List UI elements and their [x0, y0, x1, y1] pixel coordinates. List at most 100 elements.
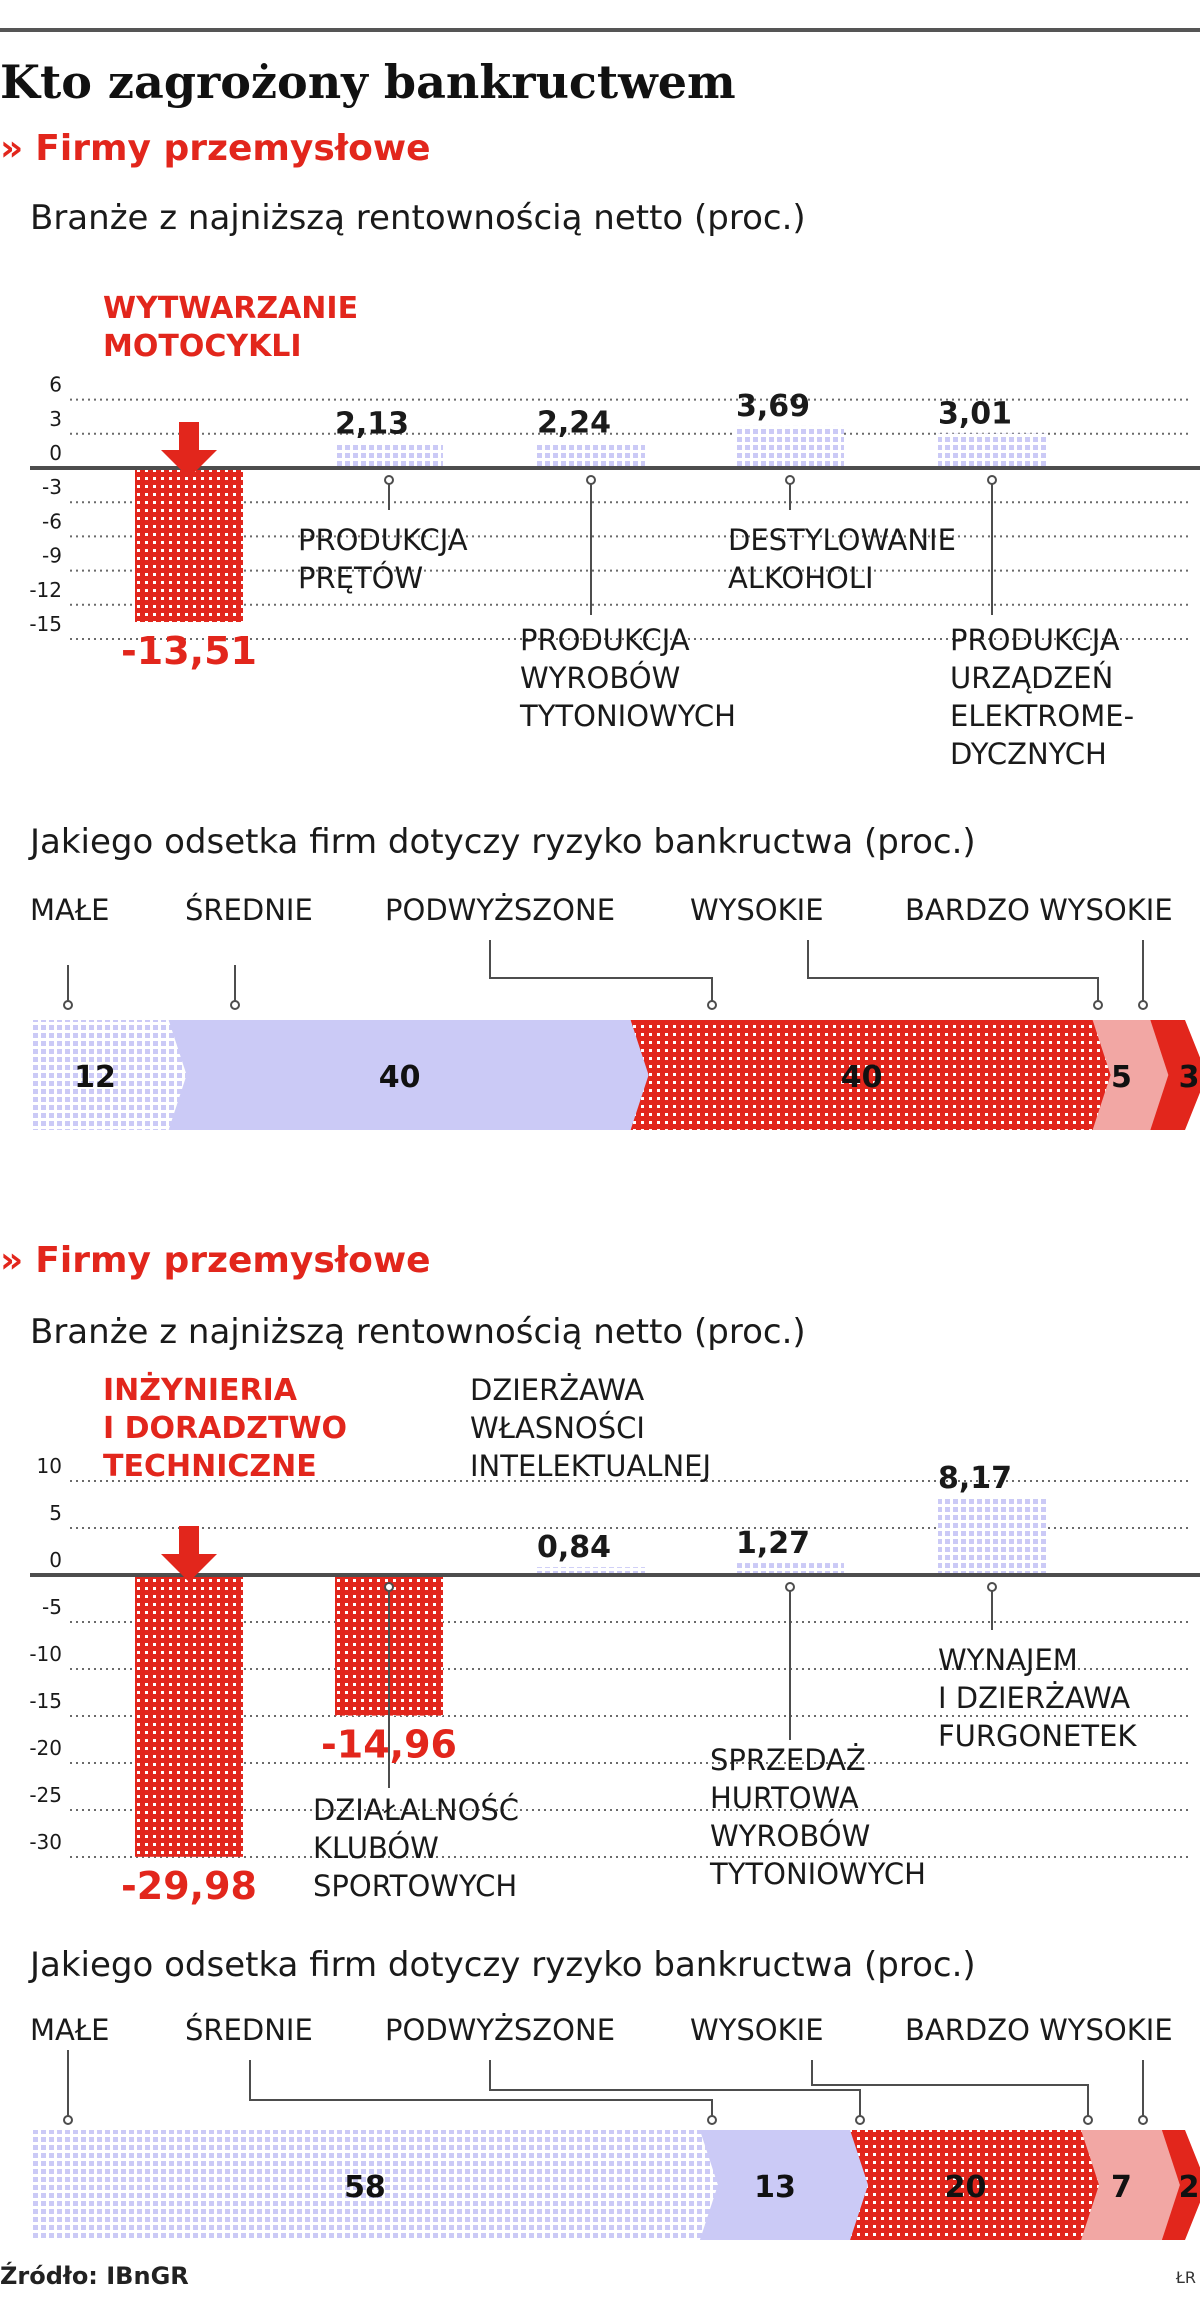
risk-category-label: WYSOKIE — [690, 2013, 824, 2047]
category-label: SPRZEDAŻ — [710, 1743, 866, 1777]
bar — [537, 442, 645, 468]
value-label: 2,13 — [335, 407, 409, 442]
y-tick-label: 6 — [49, 373, 62, 397]
category-label: INTELEKTUALNEJ — [470, 1449, 711, 1483]
category-label: FURGONETEK — [938, 1719, 1137, 1753]
profit-chart-1: 6 3 0 -3 -6 -9 -12 -15 -13,51 2,13 2,24 3,69 3,01 WYT… — [29, 291, 1200, 771]
risk-value-label: 3 — [1179, 1060, 1200, 1095]
category-label: WYROBÓW — [710, 1819, 870, 1853]
down-arrow-icon — [161, 422, 217, 478]
bar — [736, 425, 844, 468]
risk-chart-title-1: Jakiego odsetka firm dotyczy ryzyko bank… — [30, 822, 976, 862]
connector-dot — [1138, 1000, 1148, 1010]
down-arrow-icon — [161, 1526, 217, 1582]
y-tick-label: -10 — [29, 1642, 62, 1666]
category-label: PRODUKCJA — [520, 623, 690, 657]
y-tick-label: -15 — [29, 612, 62, 636]
category-label: DESTYLOWANIE — [728, 523, 956, 557]
value-label: -13,51 — [121, 629, 257, 673]
risk-value-label: 12 — [74, 1060, 116, 1095]
risk-segment — [168, 1020, 649, 1130]
risk-connector — [249, 2060, 713, 2120]
risk-value-label: 2 — [1179, 2170, 1200, 2205]
category-label: WYTWARZANIE — [103, 291, 358, 326]
connector-dot — [785, 475, 795, 485]
value-label: 1,27 — [736, 1526, 810, 1561]
risk-connector — [489, 2060, 861, 2120]
category-label: WYROBÓW — [520, 661, 680, 695]
top-rule — [0, 28, 1200, 32]
y-tick-label: -3 — [42, 475, 62, 499]
risk-segment — [630, 1020, 1111, 1130]
connector-dot — [987, 1582, 997, 1592]
bar — [938, 1498, 1046, 1575]
y-tick-label: -5 — [42, 1595, 62, 1619]
category-label: TYTONIOWYCH — [519, 699, 736, 733]
risk-chart-2: 58 13 20 7 2 MAŁE ŚREDNIE PODWYŻSZONE WYSOKIE BAR… — [30, 2013, 1200, 2240]
risk-value-label: 5 — [1111, 1060, 1132, 1095]
category-label: TECHNICZNE — [103, 1449, 317, 1484]
risk-value-label: 40 — [379, 1060, 421, 1095]
source-note: Źródło: IBnGR — [0, 2262, 189, 2290]
double-chevron-icon: » — [0, 1240, 24, 1281]
risk-segment — [1092, 1020, 1169, 1130]
connector-dot — [707, 2115, 717, 2125]
risk-segment — [30, 1020, 187, 1130]
connector-dot — [384, 1582, 394, 1592]
category-label: I DZIERŻAWA — [938, 1681, 1130, 1715]
connector-dot — [987, 475, 997, 485]
risk-value-label: 13 — [754, 2170, 796, 2205]
value-label: -29,98 — [121, 1864, 257, 1908]
risk-chart-title-2: Jakiego odsetka firm dotyczy ryzyko bank… — [30, 1945, 976, 1985]
risk-category-label: PODWYŻSZONE — [385, 893, 615, 927]
risk-connector — [811, 2060, 1089, 2120]
double-chevron-icon: » — [0, 128, 24, 169]
connector-dot — [1138, 2115, 1148, 2125]
connector-dot — [586, 475, 596, 485]
category-label: TYTONIOWYCH — [709, 1857, 926, 1891]
risk-value-label: 7 — [1111, 2170, 1132, 2205]
profit-chart-title-2: Branże z najniższą rentownością netto (p… — [30, 1312, 806, 1352]
value-label: 8,17 — [938, 1461, 1012, 1496]
risk-connector — [807, 940, 1099, 1005]
category-label: WŁASNOŚCI — [470, 1411, 645, 1445]
risk-category-label: BARDZO WYSOKIE — [905, 2013, 1173, 2047]
category-label: URZĄDZEŃ — [950, 661, 1113, 695]
category-label: HURTOWA — [710, 1781, 859, 1815]
connector-dot — [384, 475, 394, 485]
bar — [537, 1567, 645, 1575]
risk-category-label: WYSOKIE — [690, 893, 824, 927]
risk-category-label: MAŁE — [30, 2013, 109, 2047]
connector-dot — [785, 1582, 795, 1592]
category-label: I DORADZTWO — [103, 1411, 347, 1446]
risk-category-label: BARDZO WYSOKIE — [905, 893, 1173, 927]
y-tick-label: 10 — [37, 1454, 62, 1478]
risk-category-label: MAŁE — [30, 893, 109, 927]
category-label: MOTOCYKLI — [103, 329, 302, 364]
section-label-2: » Firmy przemysłowe — [0, 1240, 431, 1281]
y-tick-label: 3 — [49, 407, 62, 431]
risk-value-label: 40 — [841, 1060, 883, 1095]
risk-segment — [30, 2130, 718, 2240]
connector-dot — [707, 1000, 717, 1010]
risk-segment — [850, 2130, 1100, 2240]
y-tick-label: -25 — [29, 1783, 62, 1807]
bar — [135, 1575, 243, 1857]
profit-chart-title-1: Branże z najniższą rentownością netto (p… — [30, 198, 806, 238]
connector-dot — [1083, 2115, 1093, 2125]
risk-segment — [1150, 1020, 1200, 1130]
y-tick-label: 5 — [49, 1501, 62, 1525]
category-label: ELEKTROME- — [950, 699, 1134, 733]
bar — [938, 433, 1046, 468]
category-label: WYNAJEM — [938, 1643, 1078, 1677]
category-label: DZIERŻAWA — [470, 1373, 644, 1407]
risk-category-label: PODWYŻSZONE — [385, 2013, 615, 2047]
connector-dot — [855, 2115, 865, 2125]
category-label: DYCZNYCH — [950, 737, 1107, 771]
y-tick-label: 0 — [49, 1548, 62, 1572]
category-label: ALKOHOLI — [728, 561, 874, 595]
connector-dot — [1093, 1000, 1103, 1010]
connector-dot — [63, 1000, 73, 1010]
